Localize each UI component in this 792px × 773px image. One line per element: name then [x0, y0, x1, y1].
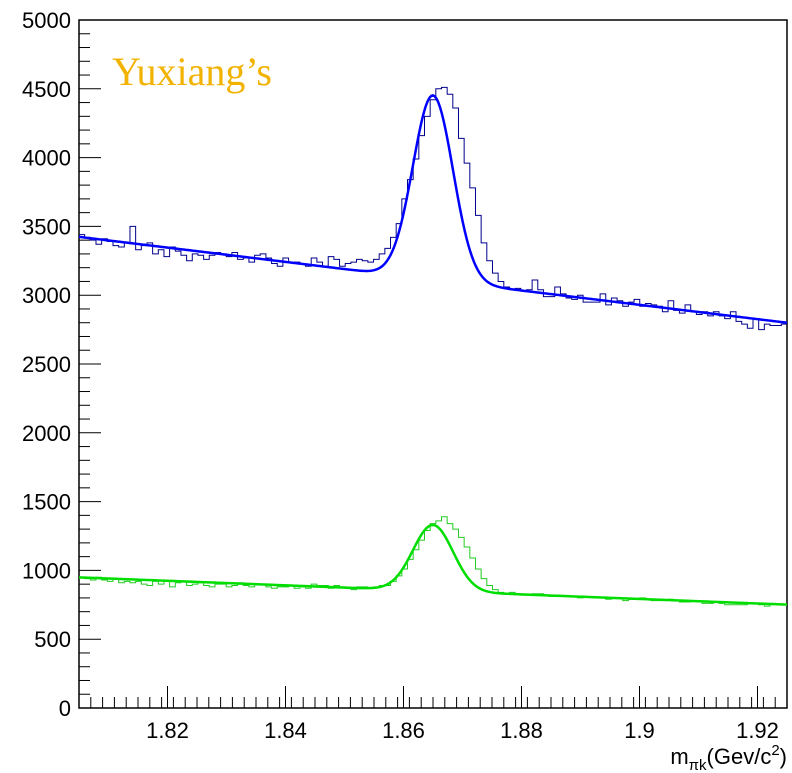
- fit-curve-series-2: [78, 523, 788, 606]
- x-tick-label: 1.82: [146, 718, 189, 743]
- histogram-series-2: [79, 516, 787, 607]
- y-tick-label: 2000: [22, 421, 71, 446]
- x-axis-title-close: ): [780, 744, 787, 769]
- y-tick-label: 0: [59, 696, 71, 721]
- y-tick-label: 3500: [22, 214, 71, 239]
- x-tick-label: 1.86: [382, 718, 425, 743]
- x-axis-title-unit: (Gev/c: [707, 744, 772, 769]
- y-tick-label: 1000: [22, 558, 71, 583]
- y-tick-labels: 0 500 1000 1500 2000 2500 3000 3500 4000 4500 5000: [22, 8, 71, 721]
- fit-curve-series-1: [78, 94, 788, 324]
- series-layer: [78, 86, 788, 607]
- x-tick-label: 1.84: [264, 718, 307, 743]
- histogram-series-1: [79, 86, 787, 331]
- y-tick-label: 4000: [22, 146, 71, 171]
- x-tick-label: 1.9: [624, 718, 655, 743]
- x-axis-title-sup: 2: [771, 742, 779, 759]
- x-axis-title: mπk(Gev/c2): [670, 742, 787, 773]
- y-tick-label: 2500: [22, 352, 71, 377]
- y-tick-label: 1500: [22, 490, 71, 515]
- x-tick-label: 1.92: [736, 718, 779, 743]
- axis-ticks: [78, 19, 788, 709]
- plot-frame: [78, 19, 788, 709]
- y-tick-label: 3000: [22, 283, 71, 308]
- x-axis-title-main: m: [670, 744, 688, 769]
- y-tick-label: 5000: [22, 8, 71, 33]
- x-axis-title-sub: πk: [689, 757, 707, 773]
- x-tick-labels: 1.82 1.84 1.86 1.88 1.9 1.92: [146, 718, 779, 743]
- watermark-text: Yuxiang’s: [112, 49, 272, 94]
- y-tick-label: 4500: [22, 77, 71, 102]
- y-tick-label: 500: [34, 627, 71, 652]
- x-tick-label: 1.88: [500, 718, 543, 743]
